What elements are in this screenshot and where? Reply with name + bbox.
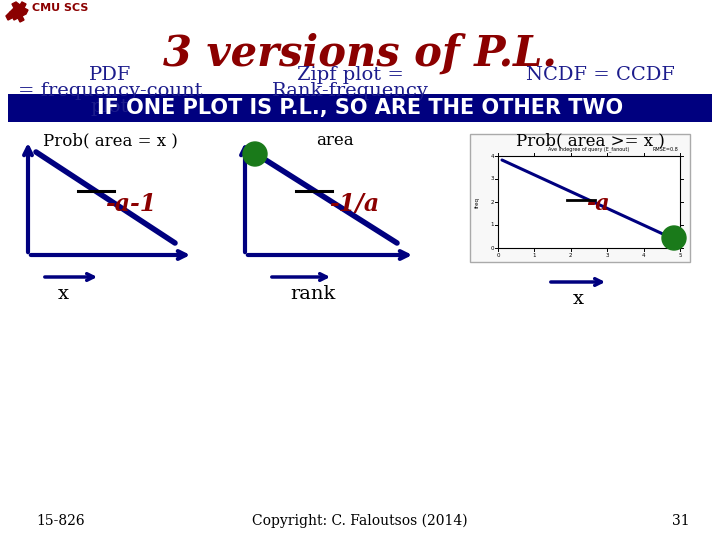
Text: 4: 4: [642, 253, 645, 258]
Text: IF ONE PLOT IS P.L., SO ARE THE OTHER TWO: IF ONE PLOT IS P.L., SO ARE THE OTHER TW…: [97, 98, 623, 118]
Text: NCDF = CCDF: NCDF = CCDF: [526, 66, 675, 84]
Text: 0: 0: [496, 253, 500, 258]
Bar: [498, 156, 680, 248]
Circle shape: [243, 142, 267, 166]
Text: x: x: [58, 285, 68, 303]
Text: rank: rank: [290, 285, 336, 303]
Text: 2: 2: [490, 199, 494, 205]
Text: 0: 0: [490, 246, 494, 251]
Text: 3 versions of P.L.: 3 versions of P.L.: [163, 33, 557, 75]
Text: 15-826: 15-826: [36, 514, 85, 528]
Text: Ave Indegree of query (E_fanout): Ave Indegree of query (E_fanout): [549, 146, 629, 152]
Text: 3: 3: [490, 177, 494, 181]
Text: CMU SCS: CMU SCS: [32, 3, 89, 13]
Text: Copyright: C. Faloutsos (2014): Copyright: C. Faloutsos (2014): [252, 514, 468, 528]
Text: 2: 2: [569, 253, 572, 258]
Text: -1/a: -1/a: [329, 192, 379, 217]
Text: Prob( area = x ): Prob( area = x ): [42, 132, 177, 149]
Text: = frequency-count: = frequency-count: [18, 82, 202, 100]
Text: freq: freq: [474, 197, 480, 207]
Text: area: area: [316, 132, 354, 149]
Text: 1: 1: [490, 222, 494, 227]
Text: 1: 1: [533, 253, 536, 258]
Text: -a-1: -a-1: [104, 192, 156, 217]
Text: Rank-frequency: Rank-frequency: [271, 82, 428, 100]
Text: 5: 5: [678, 253, 682, 258]
Text: 31: 31: [672, 514, 690, 528]
Text: RMSE=0.8: RMSE=0.8: [652, 147, 678, 152]
Text: plot: plot: [91, 98, 129, 116]
Text: x: x: [572, 290, 583, 308]
Text: 4: 4: [490, 153, 494, 159]
Text: -a: -a: [586, 193, 609, 215]
Bar: [8, 94, 712, 122]
Polygon shape: [10, 2, 28, 22]
Bar: [470, 134, 690, 262]
Polygon shape: [6, 12, 12, 20]
Text: Zipf plot =: Zipf plot =: [297, 66, 403, 84]
Text: 3: 3: [606, 253, 609, 258]
Text: PDF: PDF: [89, 66, 131, 84]
Circle shape: [662, 226, 686, 250]
Text: Prob( area >= x ): Prob( area >= x ): [516, 132, 665, 149]
